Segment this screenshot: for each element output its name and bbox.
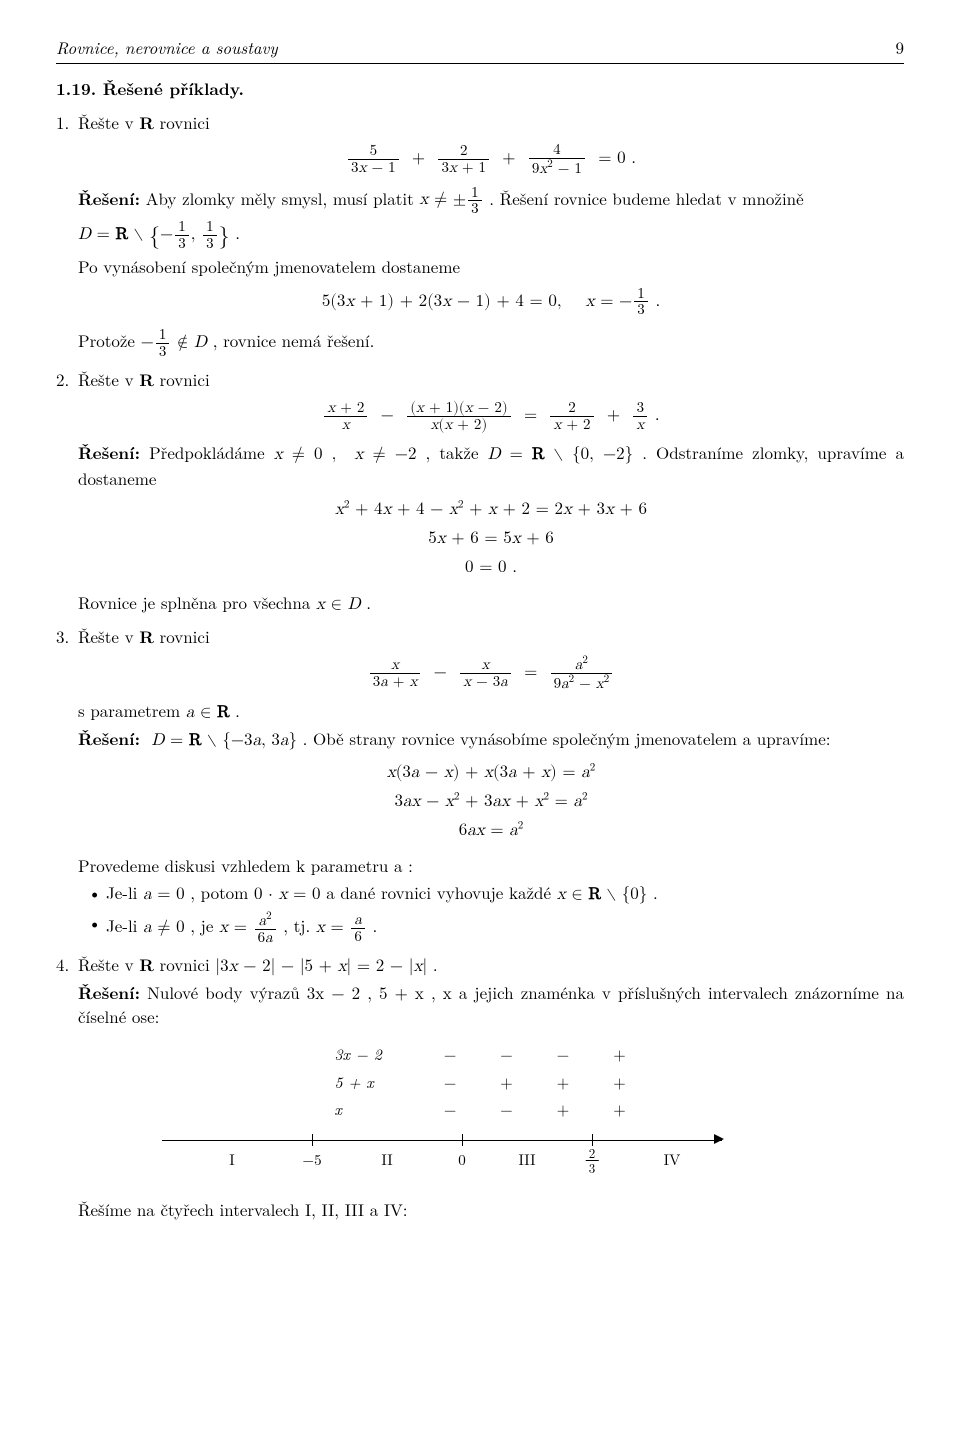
p3-steps: x(3a − x) + x(3a + x) = a2 3ax − x2 + 3a…	[78, 759, 904, 846]
tick-label: −5	[302, 1150, 321, 1170]
p1-domain: D = R ∖ {−13, 13} .	[78, 219, 904, 253]
interval-label: III	[518, 1150, 535, 1170]
p1-equation: 53x − 1 + 23x + 1 + 49x2 − 1 = 0 .	[78, 141, 904, 177]
p1-sol-line2: Po vynásobení společným jmenovatelem dos…	[78, 255, 904, 278]
section-title: 1.19. Řešené příklady.	[56, 78, 904, 101]
p2-steps: x2 + 4x + 4 − x2 + x + 2 = 2x + 3x + 6 5…	[78, 496, 904, 583]
p1-sol-line3: Protože −13 ∉ D , rovnice nemá řešení.	[78, 327, 904, 360]
head-rule	[56, 63, 904, 64]
p3-sol-line1: Řešení: D = R ∖ {−3a, 3a} . Obě strany r…	[78, 727, 904, 753]
problem-4: Řešte v R rovnici |3x − 2| − |5 + x| = 2…	[56, 953, 904, 1221]
p3-discussion: Provedeme diskusi vzhledem k parametru a…	[78, 854, 904, 877]
p4-prompt: Řešte v R rovnici |3x − 2| − |5 + x| = 2…	[78, 953, 904, 979]
interval-label: I	[229, 1150, 234, 1170]
section-name: Řešené příklady.	[103, 77, 244, 101]
page: Rovnice, nerovnice a soustavy 9 1.19. Ře…	[0, 0, 960, 1432]
p3-prompt: Řešte v R rovnici	[78, 625, 904, 649]
table-row: x − − + +	[334, 1095, 647, 1126]
page-number: 9	[896, 36, 905, 59]
interval-label: IV	[664, 1150, 681, 1170]
p3-bullet-2: Je-li a ≠ 0 , je x = a26a , tj. x = a6 .	[106, 911, 904, 946]
table-row: 3x − 2 − − − +	[334, 1040, 647, 1068]
problem-list: Řešte v R rovnici 53x − 1 + 23x + 1 + 49…	[56, 111, 904, 1221]
p1-prompt: Řešte v R rovnici	[78, 111, 904, 135]
table-row: 5 + x − + + +	[334, 1068, 647, 1096]
p2-conclusion: Rovnice je splněna pro všechna x ∈ D .	[78, 591, 904, 617]
running-head: Rovnice, nerovnice a soustavy 9	[56, 36, 904, 59]
p3-param: s parametrem a ∈ R .	[78, 699, 904, 725]
problem-1: Řešte v R rovnici 53x − 1 + 23x + 1 + 49…	[56, 111, 904, 360]
problem-2: Řešte v R rovnici x + 2x − (x + 1)(x − 2…	[56, 368, 904, 617]
problem-3: Řešte v R rovnici x3a + x − xx − 3a = a2…	[56, 625, 904, 945]
p3-bullet-1: Je-li a = 0 , potom 0 · x = 0 a dané rov…	[106, 881, 904, 907]
arrow-right-icon	[714, 1134, 724, 1144]
p4-sol-text: Řešení: Nulové body výrazů 3x − 2 , 5 + …	[78, 981, 904, 1028]
p1-sol-line1: Řešení: Aby zlomky měly smysl, musí plat…	[78, 185, 904, 218]
p4-tail: Řešíme na čtyřech intervalech I, II, III…	[78, 1198, 904, 1221]
section-number: 1.19.	[56, 77, 96, 101]
p1-step: 5(3x + 1) + 2(3x − 1) + 4 = 0,x = −13 .	[78, 284, 904, 320]
p2-equation: x + 2x − (x + 1)(x − 2)x(x + 2) = 2x + 2…	[78, 398, 904, 434]
p2-prompt: Řešte v R rovnici	[78, 368, 904, 392]
sign-table: 3x − 2 − − − + 5 + x − + + + x − −	[334, 1040, 647, 1126]
running-title: Rovnice, nerovnice a soustavy	[56, 36, 278, 59]
tick-label: 23	[584, 1146, 601, 1174]
p2-sol-line1: Řešení: Předpokládáme x ≠ 0 , x ≠ −2 , t…	[78, 441, 904, 490]
p3-equation: x3a + x − xx − 3a = a29a2 − x2	[78, 655, 904, 692]
p3-bullets: Je-li a = 0 , potom 0 · x = 0 a dané rov…	[78, 881, 904, 945]
tick-label: 0	[458, 1150, 466, 1170]
number-line: I −5 II 0 III 23 IV	[162, 1130, 904, 1188]
interval-label: II	[381, 1150, 392, 1170]
